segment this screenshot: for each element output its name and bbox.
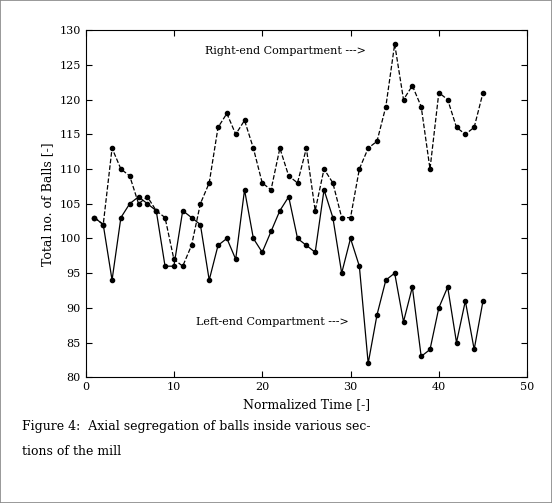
Text: Figure 4:  Axial segregation of balls inside various sec-: Figure 4: Axial segregation of balls ins…	[22, 420, 370, 433]
Text: Right-end Compartment --->: Right-end Compartment --->	[205, 46, 365, 56]
Y-axis label: Total no. of Balls [-]: Total no. of Balls [-]	[41, 142, 54, 266]
X-axis label: Normalized Time [-]: Normalized Time [-]	[243, 398, 370, 410]
Text: tions of the mill: tions of the mill	[22, 445, 121, 458]
Text: Left-end Compartment --->: Left-end Compartment --->	[196, 317, 349, 327]
